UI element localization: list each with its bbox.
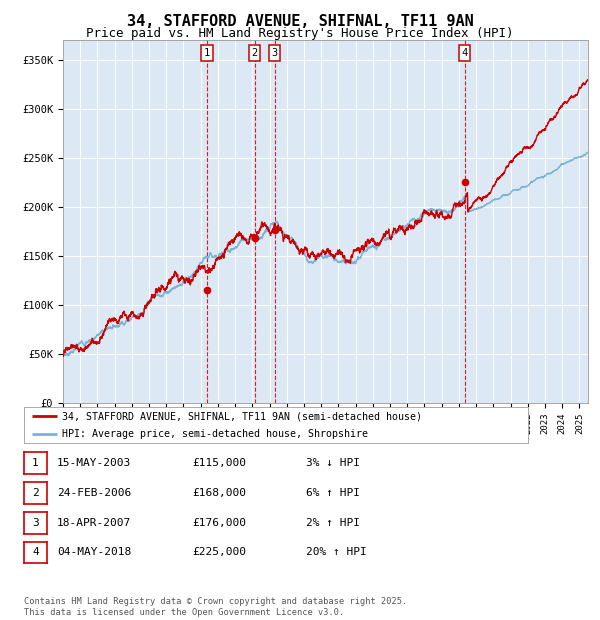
Text: HPI: Average price, semi-detached house, Shropshire: HPI: Average price, semi-detached house,… xyxy=(62,429,368,440)
Text: 3% ↓ HPI: 3% ↓ HPI xyxy=(306,458,360,468)
Text: 6% ↑ HPI: 6% ↑ HPI xyxy=(306,488,360,498)
Text: 2: 2 xyxy=(32,488,39,498)
Text: 3: 3 xyxy=(32,518,39,528)
Text: 20% ↑ HPI: 20% ↑ HPI xyxy=(306,547,367,557)
Text: 34, STAFFORD AVENUE, SHIFNAL, TF11 9AN: 34, STAFFORD AVENUE, SHIFNAL, TF11 9AN xyxy=(127,14,473,29)
Text: 2: 2 xyxy=(251,48,258,58)
Text: £168,000: £168,000 xyxy=(192,488,246,498)
Text: 3: 3 xyxy=(271,48,278,58)
Text: 04-MAY-2018: 04-MAY-2018 xyxy=(57,547,131,557)
Text: 24-FEB-2006: 24-FEB-2006 xyxy=(57,488,131,498)
Text: 2% ↑ HPI: 2% ↑ HPI xyxy=(306,518,360,528)
Text: 4: 4 xyxy=(32,547,39,557)
Text: 1: 1 xyxy=(32,458,39,468)
Text: 1: 1 xyxy=(204,48,210,58)
Text: 18-APR-2007: 18-APR-2007 xyxy=(57,518,131,528)
Text: 34, STAFFORD AVENUE, SHIFNAL, TF11 9AN (semi-detached house): 34, STAFFORD AVENUE, SHIFNAL, TF11 9AN (… xyxy=(62,411,422,422)
Text: Contains HM Land Registry data © Crown copyright and database right 2025.
This d: Contains HM Land Registry data © Crown c… xyxy=(24,598,407,617)
Text: £225,000: £225,000 xyxy=(192,547,246,557)
Text: 15-MAY-2003: 15-MAY-2003 xyxy=(57,458,131,468)
Text: £176,000: £176,000 xyxy=(192,518,246,528)
Text: 4: 4 xyxy=(461,48,468,58)
Text: £115,000: £115,000 xyxy=(192,458,246,468)
Text: Price paid vs. HM Land Registry's House Price Index (HPI): Price paid vs. HM Land Registry's House … xyxy=(86,27,514,40)
